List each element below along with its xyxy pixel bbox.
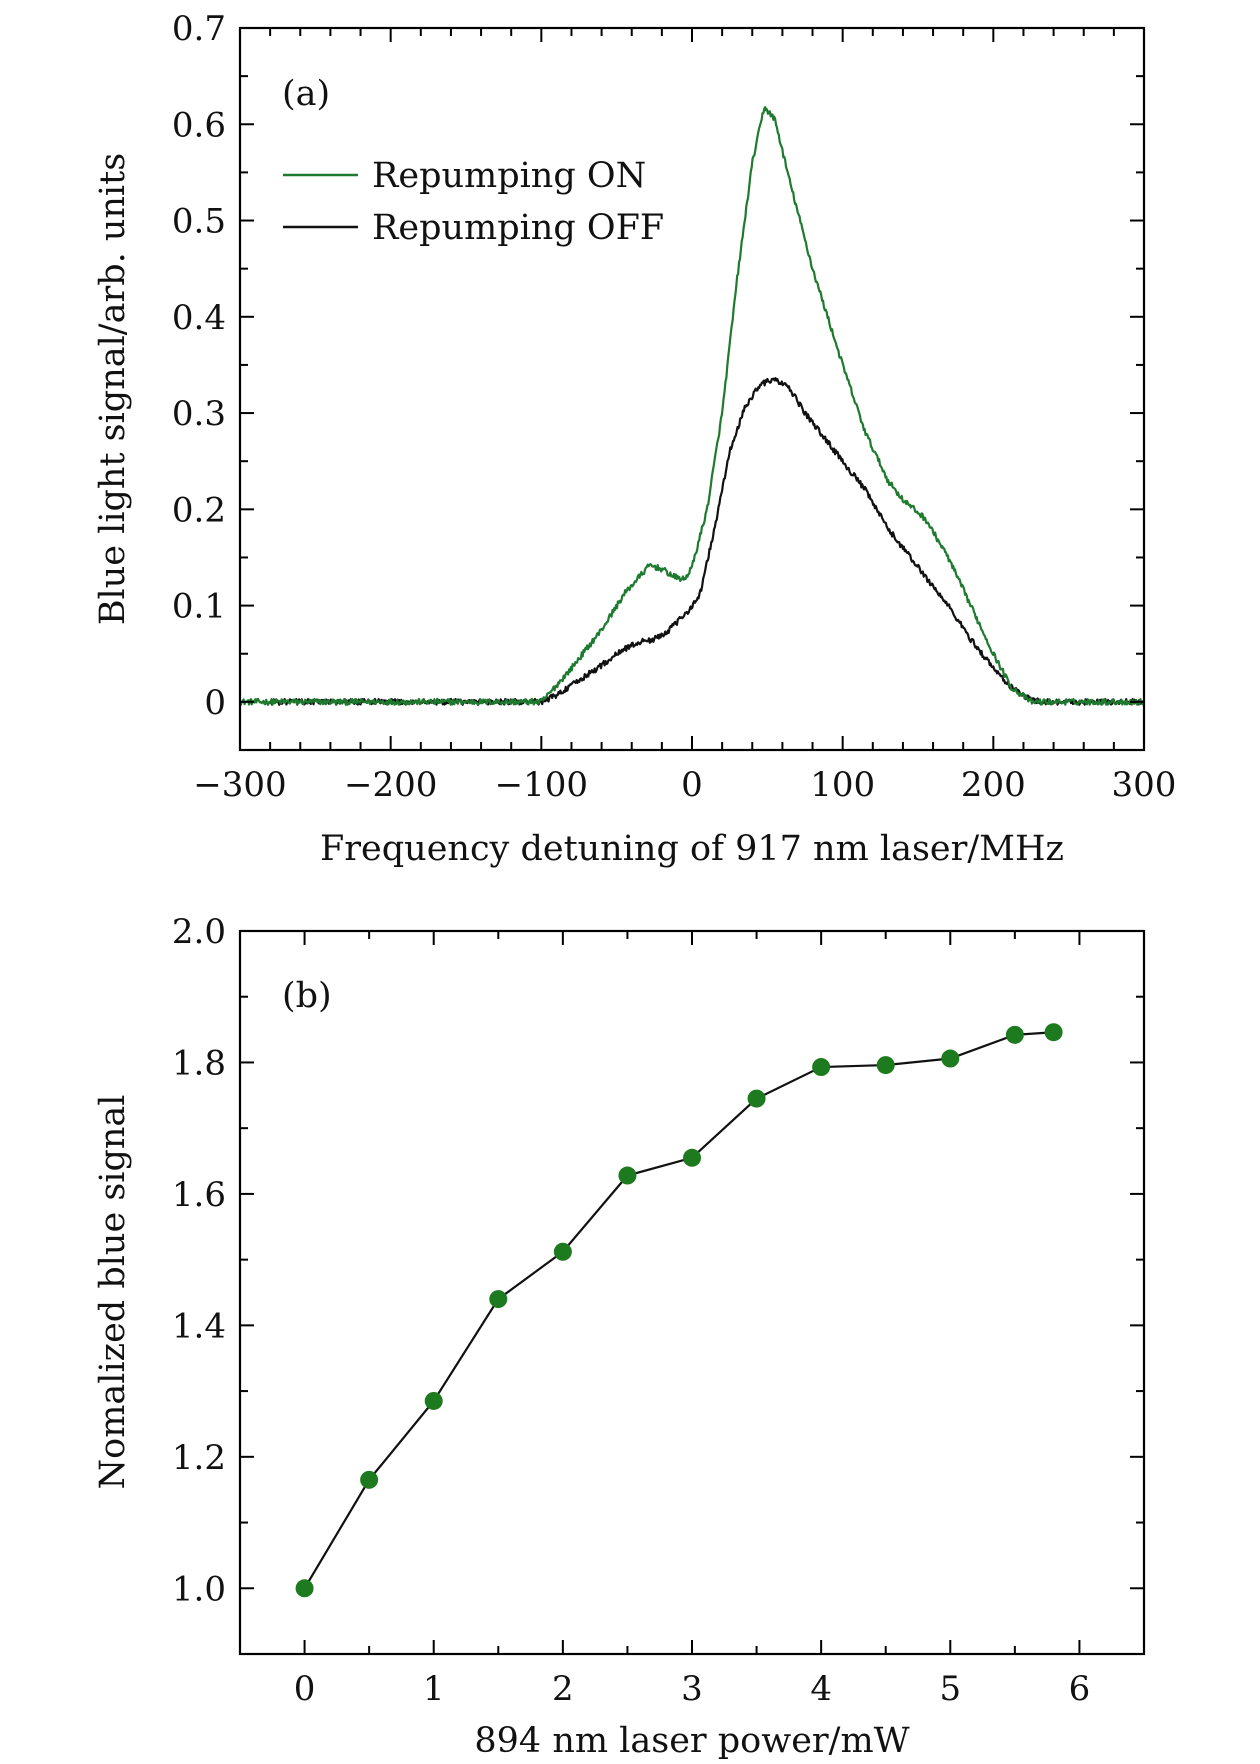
x-tick-label: −100 bbox=[495, 765, 588, 805]
data-point bbox=[489, 1290, 508, 1309]
y-tick-label: 0.6 bbox=[172, 105, 226, 145]
series-line-normalized-signal bbox=[303, 1031, 1054, 1589]
y-tick-label: 0.7 bbox=[172, 9, 226, 49]
panel-a-plot-area bbox=[239, 106, 1146, 706]
y-tick-label: 0.1 bbox=[172, 587, 226, 627]
panel-b-y-axis-title: Nomalized blue signal bbox=[93, 1095, 133, 1490]
panel-b-chart: 0 1 2 3 4 5 6 1.0 1.2 1.4 1.6 1.8 2.0 (b) 894 nm las… bbox=[93, 912, 1146, 1761]
x-tick-label: 0 bbox=[681, 765, 703, 805]
x-tick-label: 3 bbox=[681, 1669, 703, 1709]
panel-a-label: (a) bbox=[282, 74, 330, 114]
y-tick-label: 2.0 bbox=[172, 912, 226, 952]
y-tick-label: 0.2 bbox=[172, 490, 226, 530]
panel-a-x-axis-title: Frequency detuning of 917 nm laser/MHz bbox=[320, 829, 1064, 869]
x-tick-label: 100 bbox=[810, 765, 875, 805]
x-tick-label: −300 bbox=[193, 765, 286, 805]
y-tick-label: 0.4 bbox=[172, 298, 226, 338]
x-tick-label: 1 bbox=[423, 1669, 445, 1709]
data-point bbox=[1005, 1025, 1024, 1044]
data-point bbox=[941, 1049, 960, 1068]
panel-b-x-axis-title: 894 nm laser power/mW bbox=[474, 1721, 909, 1761]
y-tick-label: 1.8 bbox=[172, 1043, 226, 1083]
panel-b-label: (b) bbox=[282, 976, 332, 1016]
data-point bbox=[360, 1470, 379, 1489]
x-tick-label: 200 bbox=[961, 765, 1026, 805]
data-point bbox=[683, 1148, 701, 1167]
data-point bbox=[618, 1166, 637, 1185]
panel-a-frame bbox=[238, 26, 1146, 752]
legend-label-repumping-off: Repumping OFF bbox=[372, 208, 664, 248]
y-tick-label: 0.3 bbox=[172, 394, 226, 434]
y-tick-label: 0.5 bbox=[172, 202, 226, 242]
y-tick-label: 1.6 bbox=[172, 1175, 226, 1215]
data-point bbox=[1044, 1023, 1063, 1042]
legend-label-repumping-on: Repumping ON bbox=[372, 156, 646, 196]
y-tick-label: 0 bbox=[204, 683, 226, 723]
series-line-repumping-off bbox=[269, 377, 1145, 706]
panel-b-plot-area bbox=[295, 1023, 1063, 1598]
x-tick-label: 0 bbox=[294, 1669, 316, 1709]
x-tick-label: −200 bbox=[344, 765, 437, 805]
data-point bbox=[876, 1056, 895, 1075]
x-tick-label: 5 bbox=[939, 1669, 961, 1709]
series-line-repumping-on bbox=[239, 106, 1146, 706]
data-point bbox=[553, 1242, 572, 1261]
panel-a-axes: −300 −200 −100 0 100 200 300 0 0.1 0.2 0.3 0.4 0.5 0.… bbox=[172, 9, 1177, 805]
data-point bbox=[424, 1391, 443, 1410]
y-tick-label: 1.4 bbox=[172, 1306, 226, 1346]
data-point bbox=[747, 1089, 766, 1108]
x-tick-label: 4 bbox=[810, 1669, 832, 1709]
panel-b-axes: 0 1 2 3 4 5 6 1.0 1.2 1.4 1.6 1.8 2.0 bbox=[172, 912, 1144, 1709]
y-tick-label: 1.2 bbox=[172, 1438, 226, 1478]
data-point bbox=[295, 1579, 314, 1598]
data-point bbox=[812, 1058, 831, 1077]
panel-a-chart: −300 −200 −100 0 100 200 300 0 0.1 0.2 0.3 0.4 0.5 0.… bbox=[93, 9, 1176, 869]
x-tick-label: 6 bbox=[1069, 1669, 1091, 1709]
x-tick-label: 2 bbox=[552, 1669, 574, 1709]
x-tick-label: 300 bbox=[1112, 765, 1177, 805]
panel-a-y-axis-title: Blue light signal/arb. units bbox=[93, 153, 133, 625]
y-tick-label: 1.0 bbox=[172, 1569, 226, 1609]
panel-a-legend: Repumping ON Repumping OFF bbox=[283, 156, 664, 248]
